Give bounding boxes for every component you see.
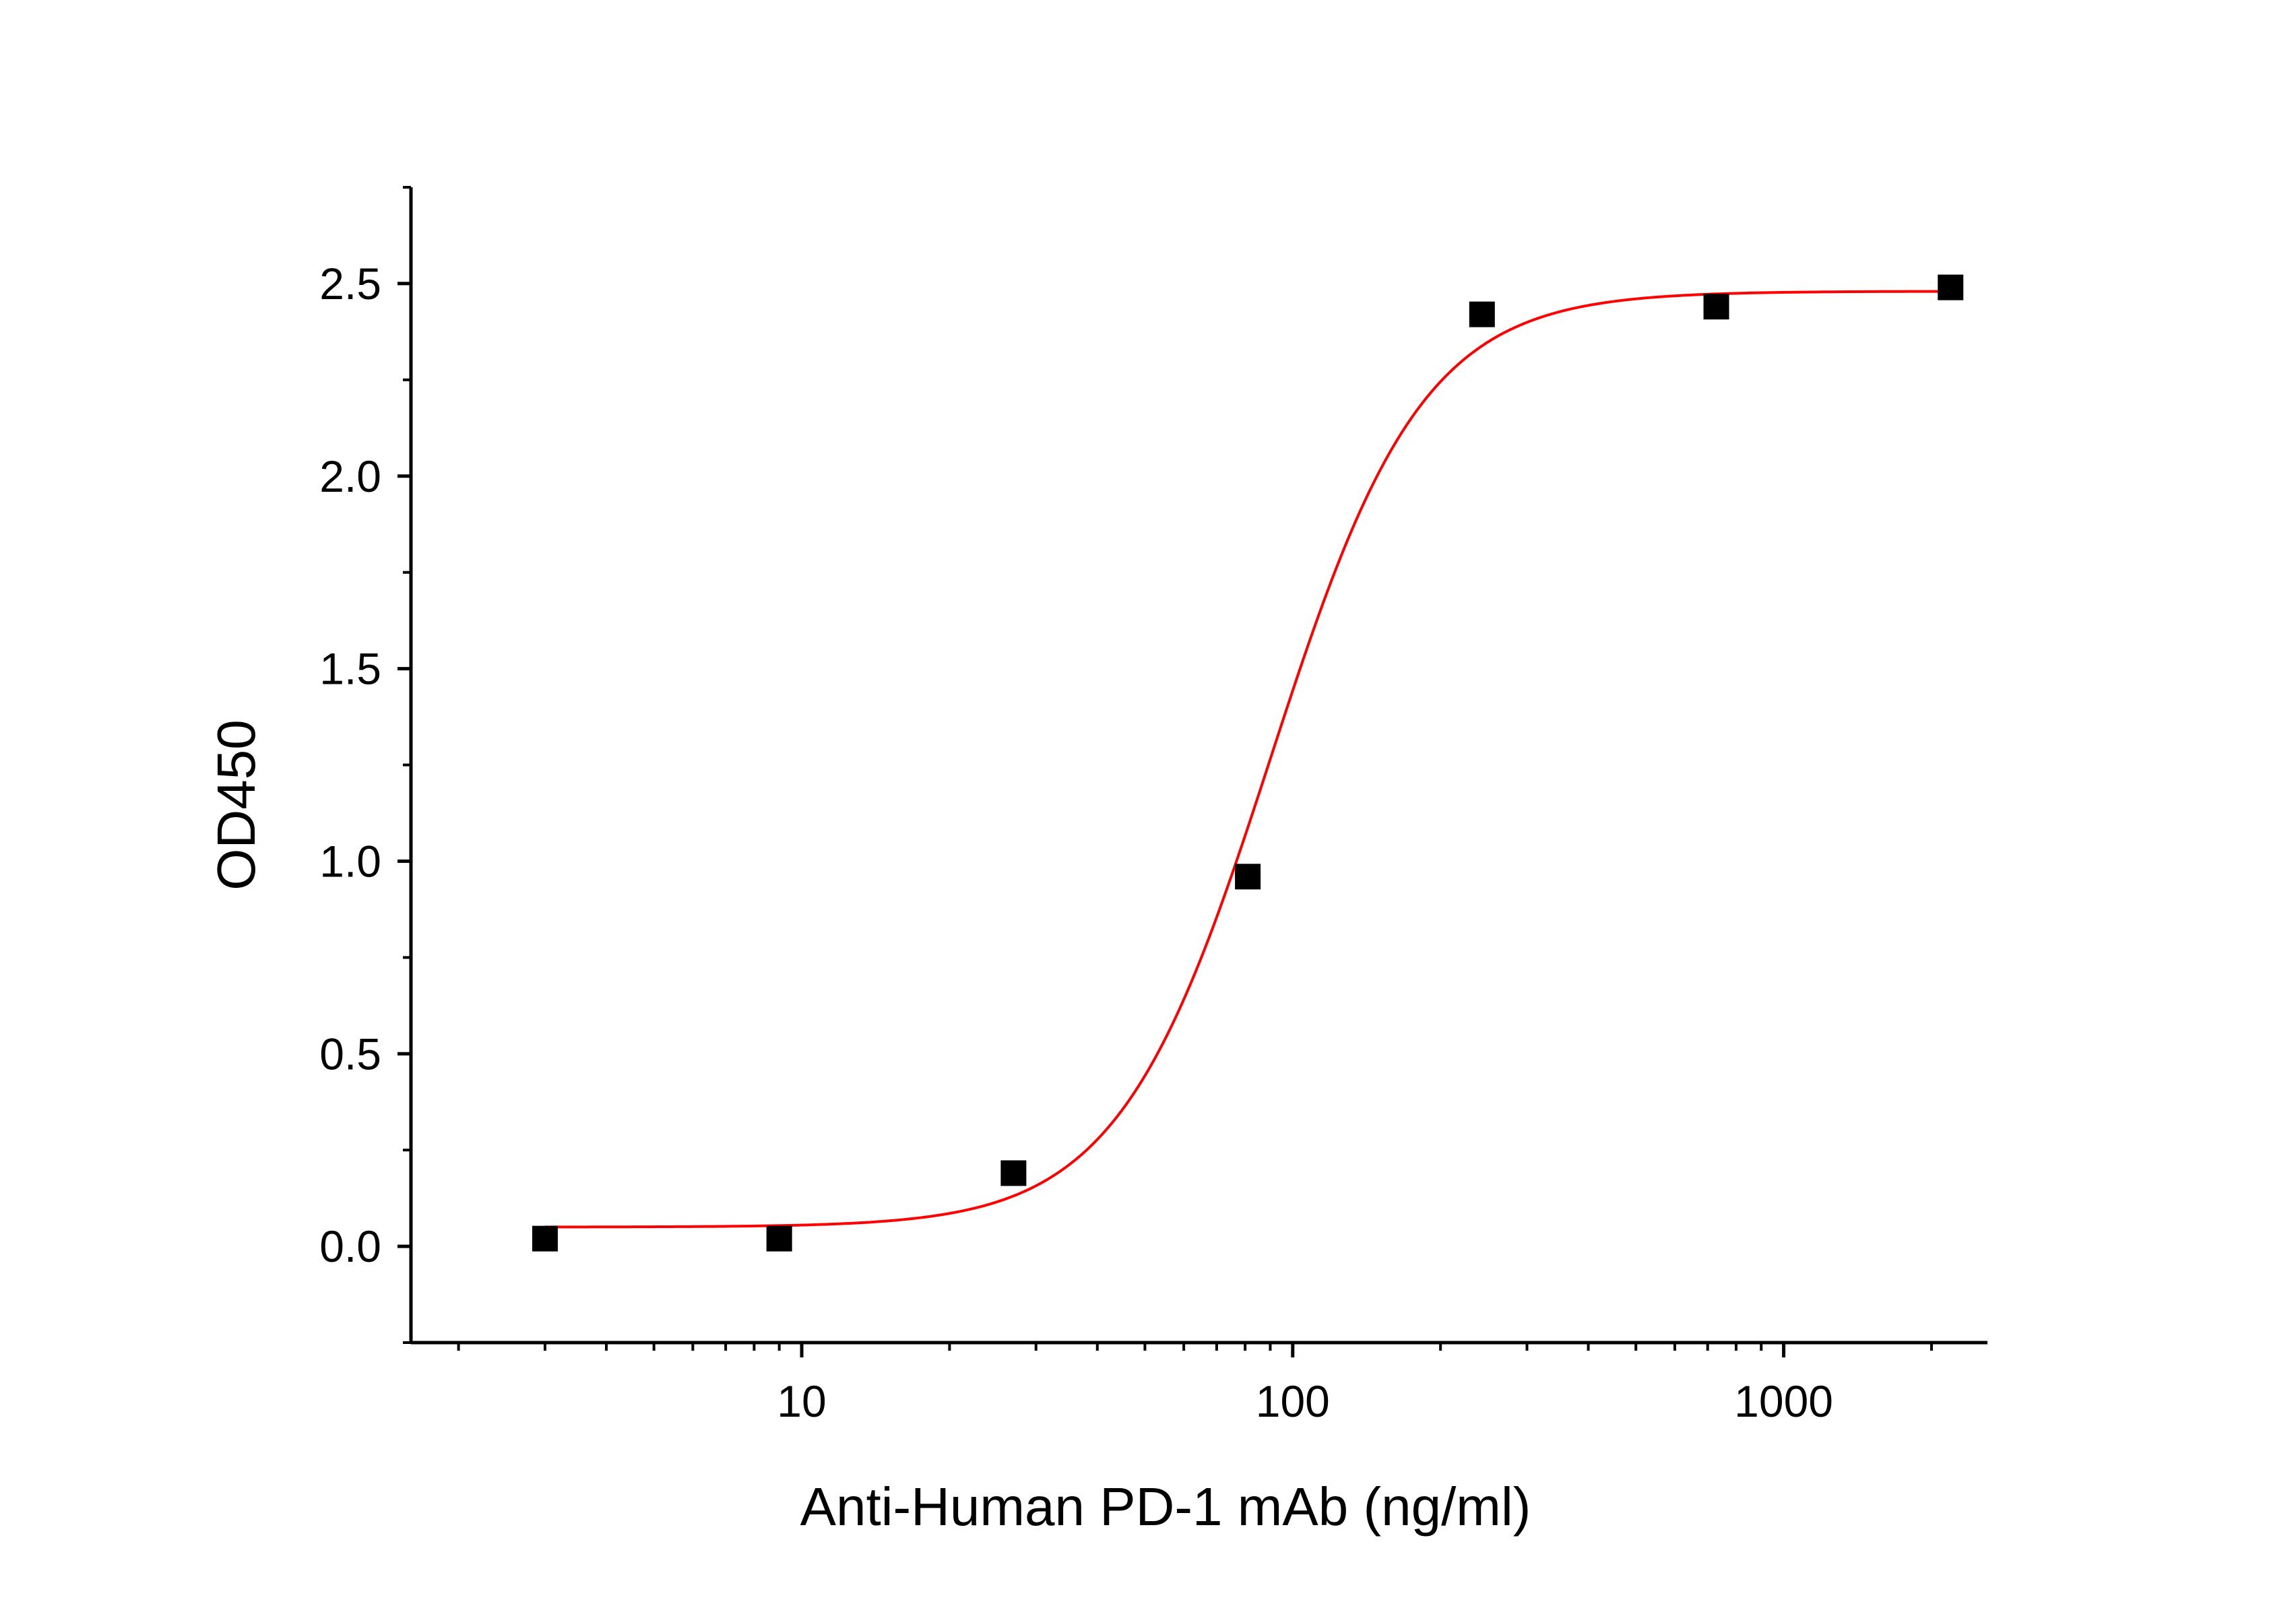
x-axis-title: Anti-Human PD-1 mAb (ng/ml)	[800, 1477, 1531, 1537]
data-point	[1000, 1160, 1027, 1186]
y-tick-label: 2.5	[319, 259, 381, 309]
x-tick-label: 1000	[1734, 1376, 1833, 1426]
y-axis-title: OD450	[206, 719, 266, 890]
y-tick-label: 1.0	[319, 836, 381, 886]
y-tick-label: 1.5	[319, 644, 381, 694]
axes: 0.0 0.5 1.0 1.5 2.0 2.5 10 100 1000	[319, 186, 1987, 1426]
x-tick-label: 100	[1256, 1376, 1330, 1426]
data-point	[1469, 301, 1495, 327]
y-tick-label: 2.0	[319, 451, 381, 501]
points-layer	[532, 274, 1964, 1252]
data-point	[1938, 274, 1964, 300]
data-point	[532, 1225, 558, 1252]
x-tick-label: 10	[777, 1376, 826, 1426]
data-point	[766, 1225, 792, 1252]
data-point	[1235, 864, 1261, 890]
y-tick-label: 0.0	[319, 1221, 381, 1271]
y-tick-label: 0.5	[319, 1029, 381, 1079]
labels-layer: Anti-Human PD-1 mAb (ng/ml) OD450	[206, 719, 1531, 1537]
data-point	[1703, 294, 1729, 320]
